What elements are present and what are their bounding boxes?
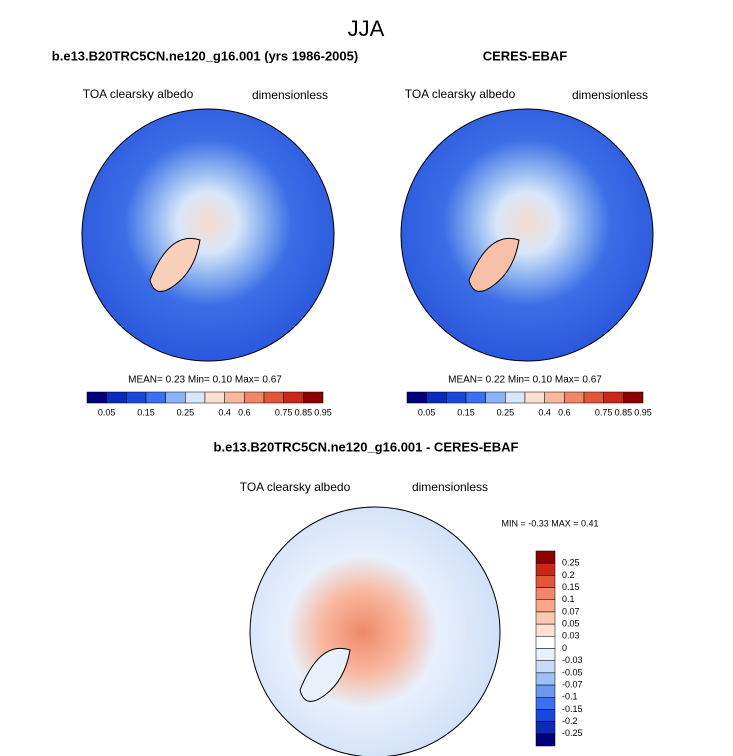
colorbar-swatch: [263, 391, 284, 404]
colorbar-swatch: [535, 709, 556, 722]
colorbar-swatch: [535, 697, 556, 710]
map: [81, 108, 335, 362]
colorbar-label: -0.07: [562, 679, 583, 689]
colorbar-label: 0.85: [295, 407, 313, 417]
variable: TOA clearsky albedo: [405, 87, 516, 101]
colorbar-label: 0.03: [562, 631, 580, 641]
colorbar-label: 0.15: [562, 582, 580, 592]
colorbar-swatch: [145, 391, 166, 404]
colorbar-label: 0.85: [615, 407, 633, 417]
panel-title: CERES-EBAF: [483, 48, 568, 63]
colorbar-swatch: [185, 391, 206, 404]
colorbar-swatch: [303, 391, 324, 404]
colorbar-label: 0.75: [275, 407, 293, 417]
colorbar-label: 0.4: [538, 407, 551, 417]
units: dimensionless: [572, 88, 648, 102]
colorbar-swatch: [204, 391, 225, 404]
units: dimensionless: [412, 480, 488, 494]
colorbar-swatch: [505, 391, 526, 404]
colorbar-swatch: [86, 391, 107, 404]
colorbar-swatch: [406, 391, 427, 404]
colorbar-swatch: [623, 391, 644, 404]
map: [249, 506, 501, 756]
colorbar-label: 0.07: [562, 606, 580, 616]
colorbar-swatch: [535, 660, 556, 674]
colorbar-label: 0.95: [634, 407, 652, 417]
colorbar-label: -0.2: [562, 716, 578, 726]
colorbar-swatch: [106, 391, 127, 404]
colorbar-label: 0.05: [562, 619, 580, 629]
map: [400, 108, 654, 362]
colorbar-swatch: [535, 623, 556, 637]
colorbar-swatch: [283, 391, 304, 404]
colorbar-swatch: [535, 562, 556, 576]
colorbar-label: 0.15: [457, 407, 475, 417]
colorbar-swatch: [535, 684, 556, 698]
variable: TOA clearsky albedo: [240, 480, 351, 494]
colorbar-swatch: [564, 391, 585, 404]
colorbar-swatch: [535, 721, 556, 735]
colorbar-swatch: [446, 391, 467, 404]
stats: MIN = -0.33 MAX = 0.41: [501, 518, 598, 528]
colorbar-swatch: [426, 391, 447, 404]
greenland: [468, 238, 520, 292]
colorbar-swatch: [244, 391, 265, 404]
colorbar-swatch: [535, 648, 556, 661]
colorbar-swatch: [583, 391, 604, 404]
colorbar-swatch: [224, 391, 245, 404]
colorbar-swatch: [535, 587, 556, 600]
colorbar-label: 0.6: [238, 407, 251, 417]
colorbar-label: -0.15: [562, 704, 583, 714]
colorbar-label: 0.25: [562, 558, 580, 568]
colorbar-swatch: [165, 391, 186, 404]
colorbar-swatch: [535, 672, 556, 686]
colorbar-label: -0.25: [562, 728, 583, 738]
colorbar-swatch: [603, 391, 624, 404]
colorbar-label: 0.95: [314, 407, 332, 417]
colorbar-swatch: [535, 599, 556, 613]
colorbar-label: 0.05: [418, 407, 436, 417]
colorbar-label: 0.05: [98, 407, 116, 417]
colorbar-swatch: [535, 575, 556, 588]
panel-title: b.e13.B20TRC5CN.ne120_g16.001 - CERES-EB…: [214, 439, 519, 454]
colorbar-swatch: [535, 550, 556, 564]
colorbar-swatch: [535, 733, 556, 747]
stats: MEAN= 0.22 Min= 0.10 Max= 0.67: [448, 375, 602, 386]
colorbar-label: 0.75: [595, 407, 613, 417]
colorbar-swatch: [544, 391, 565, 404]
colorbar-label: 0.2: [562, 570, 575, 580]
units: dimensionless: [252, 88, 328, 102]
colorbar-swatch: [465, 391, 486, 404]
colorbar-swatch: [535, 611, 556, 625]
colorbar-label: 0.6: [558, 407, 571, 417]
colorbar-swatch: [524, 391, 545, 404]
greenland: [299, 648, 351, 702]
greenland: [149, 238, 201, 292]
panel-title: b.e13.B20TRC5CN.ne120_g16.001 (yrs 1986-…: [52, 48, 358, 63]
colorbar-swatch: [485, 391, 506, 404]
figure-title: JJA: [348, 16, 385, 41]
colorbar-label: -0.1: [562, 692, 578, 702]
colorbar-label: 0.15: [137, 407, 155, 417]
colorbar-label: 0.25: [497, 407, 515, 417]
colorbar-swatch: [535, 636, 556, 649]
stats: MEAN= 0.23 Min= 0.10 Max= 0.67: [128, 375, 282, 386]
colorbar-label: 0.4: [218, 407, 231, 417]
colorbar-label: 0.1: [562, 594, 575, 604]
colorbar-label: -0.05: [562, 667, 583, 677]
colorbar-label: 0: [562, 643, 567, 653]
variable: TOA clearsky albedo: [83, 87, 194, 101]
colorbar-label: 0.25: [177, 407, 195, 417]
colorbar-label: -0.03: [562, 655, 583, 665]
colorbar-swatch: [126, 391, 147, 404]
